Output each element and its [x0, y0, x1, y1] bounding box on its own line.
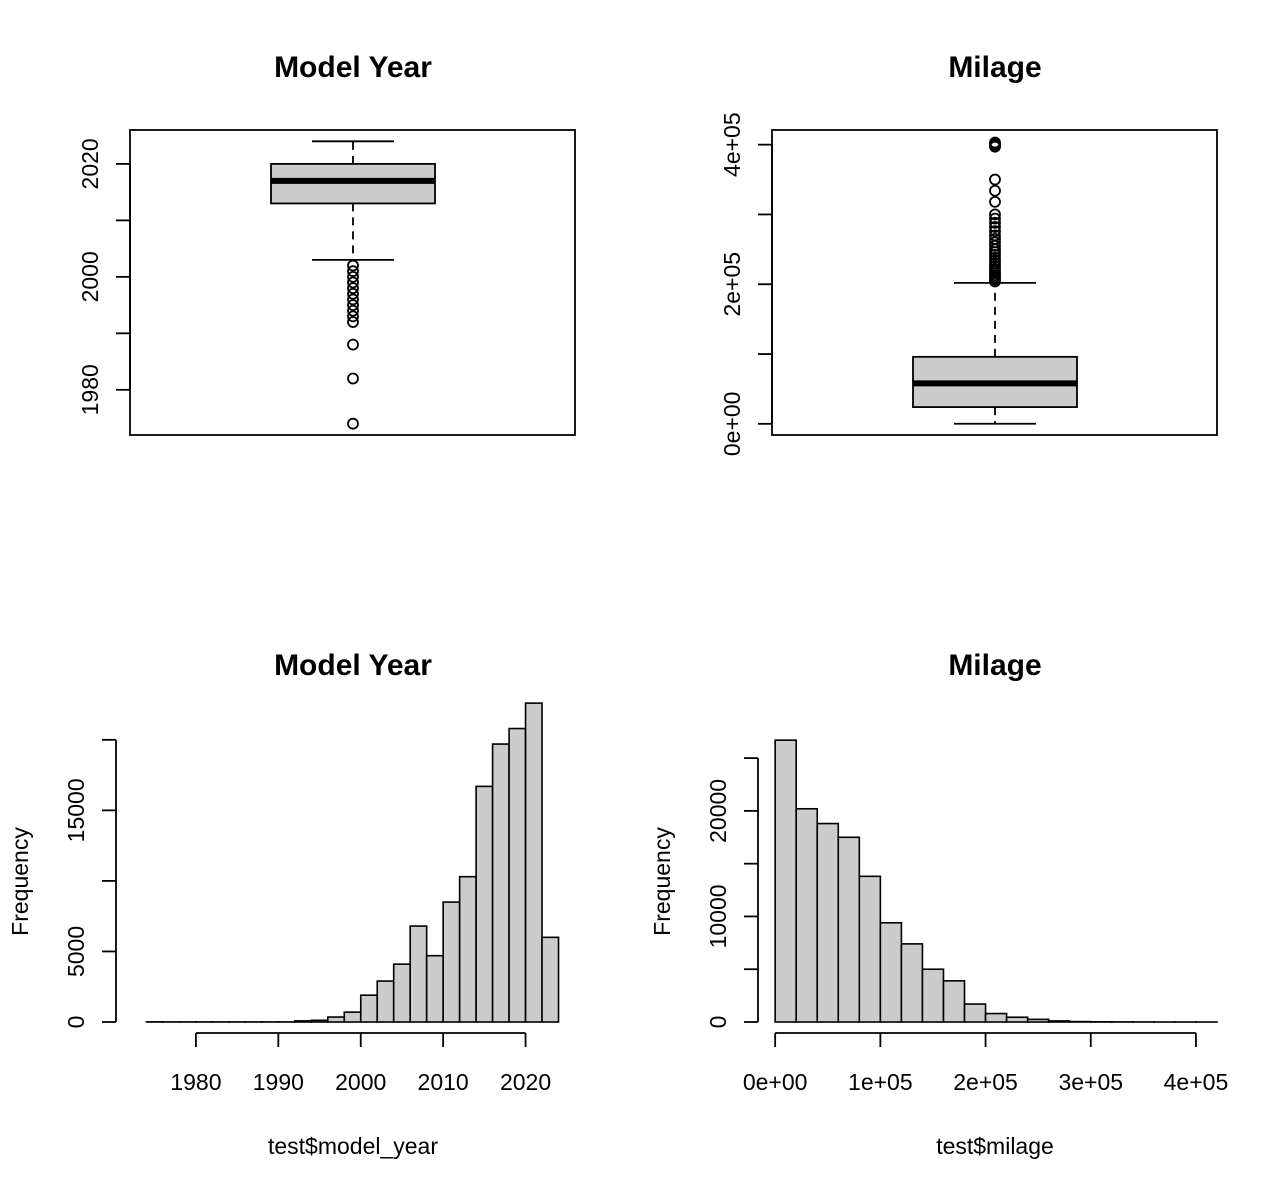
outlier-point	[347, 338, 359, 351]
y-tick-label: 1980	[77, 364, 103, 415]
y-tick-label: 2000	[77, 251, 103, 302]
outlier-point	[347, 287, 359, 300]
outlier-point	[989, 195, 1001, 208]
y-axis-label: Frequency	[7, 827, 33, 936]
histogram-bar	[774, 739, 797, 1023]
y-tick-label: 0e+00	[719, 392, 745, 457]
histogram-bar	[425, 954, 444, 1023]
outlier-point	[989, 208, 1001, 221]
outlier-point	[989, 229, 1001, 242]
y-tick-label: 0	[705, 1016, 731, 1029]
histogram-bar	[409, 925, 428, 1023]
y-tick-label: 2e+05	[719, 252, 745, 317]
x-tick-label: 1990	[253, 1069, 304, 1095]
histogram-bar	[458, 875, 477, 1023]
x-tick-label: 1980	[170, 1069, 221, 1095]
outlier-point	[989, 173, 1001, 186]
histogram-bar	[294, 1020, 313, 1023]
y-tick-label: 2020	[77, 138, 103, 189]
chart-title: Model Year	[274, 51, 432, 84]
histogram-bar	[879, 921, 903, 1023]
x-tick-label: 1e+05	[848, 1069, 913, 1095]
histogram-bar	[816, 822, 840, 1023]
x-axis-label: test$milage	[936, 1133, 1054, 1159]
x-tick-label: 3e+05	[1058, 1069, 1123, 1095]
histogram-bar	[508, 727, 527, 1023]
outlier-point	[989, 136, 1001, 149]
histogram-bar	[326, 1016, 346, 1023]
histogram-bar	[1026, 1018, 1050, 1023]
outlier-point	[347, 417, 359, 430]
histogram-bar	[475, 785, 494, 1023]
y-tick-label: 10000	[705, 884, 731, 948]
boxplot-panel-1: Milage 0e+00 2e+05 4e+05	[719, 51, 1218, 457]
outlier-point	[347, 293, 359, 306]
x-tick-label: 2e+05	[953, 1069, 1018, 1095]
histogram-bar	[1047, 1020, 1071, 1023]
x-tick-label: 2010	[418, 1069, 469, 1095]
outlier-point	[347, 304, 359, 317]
outlier-point	[347, 282, 359, 295]
outlier-point	[989, 184, 1001, 197]
histogram-bar	[900, 943, 924, 1023]
y-tick-label: 15000	[63, 778, 89, 842]
y-axis-label: Frequency	[649, 827, 675, 936]
histogram-bar	[963, 1003, 987, 1023]
outlier-point	[989, 221, 1001, 233]
histogram-bar	[442, 901, 461, 1023]
histogram-bar	[376, 980, 395, 1023]
histogram-bar	[524, 702, 543, 1023]
outlier-point	[989, 225, 1001, 238]
x-tick-label: 2000	[335, 1069, 386, 1095]
x-axis-label: test$model_year	[268, 1133, 438, 1159]
histogram-bar	[837, 836, 861, 1023]
histogram-bar	[343, 1011, 362, 1023]
x-tick-label: 4e+05	[1164, 1069, 1229, 1095]
chart-title: Milage	[948, 51, 1041, 84]
histogram-bar	[491, 743, 510, 1023]
outlier-point	[347, 310, 359, 323]
y-tick-label: 20000	[705, 779, 731, 843]
outlier-point	[989, 216, 1001, 229]
outlier-point	[347, 299, 359, 311]
histogram-bar	[541, 936, 560, 1023]
outlier-point	[347, 270, 359, 283]
outlier-point	[989, 232, 1001, 245]
histogram-bar	[392, 963, 411, 1023]
chart-title: Model Year	[274, 649, 432, 682]
histogram-bar	[921, 968, 945, 1023]
outlier-point	[347, 276, 359, 289]
outlier-point	[347, 316, 359, 328]
histogram-bar	[359, 994, 379, 1023]
boxplot-panel-0: Model Year 1980 2000 2020	[77, 51, 576, 436]
outlier-point	[347, 265, 359, 278]
histogram-panel-3: Milage 0e+00 1e+05 2e+05 3e+05 4e+05 0 10000 200…	[649, 649, 1228, 1159]
chart-title: Milage	[948, 649, 1041, 682]
histogram-panel-2: Model Year 1980 1990 2000 2010 2020 0 5000 15000…	[7, 649, 560, 1159]
histogram-bar	[942, 980, 966, 1023]
histogram-bar	[795, 807, 819, 1023]
histogram-bar	[984, 1012, 1008, 1023]
histogram-bar	[858, 875, 882, 1023]
histogram-bar	[310, 1019, 329, 1023]
y-tick-label: 4e+05	[719, 112, 745, 177]
x-tick-label: 2020	[500, 1069, 551, 1095]
y-tick-label: 0	[63, 1016, 89, 1029]
outlier-point	[989, 212, 1001, 225]
outlier-point	[347, 259, 359, 272]
x-tick-label: 0e+00	[743, 1069, 808, 1095]
histogram-bar	[1005, 1016, 1029, 1023]
outlier-point	[989, 236, 1001, 249]
outlier-point	[347, 372, 359, 385]
y-tick-label: 5000	[63, 926, 89, 977]
